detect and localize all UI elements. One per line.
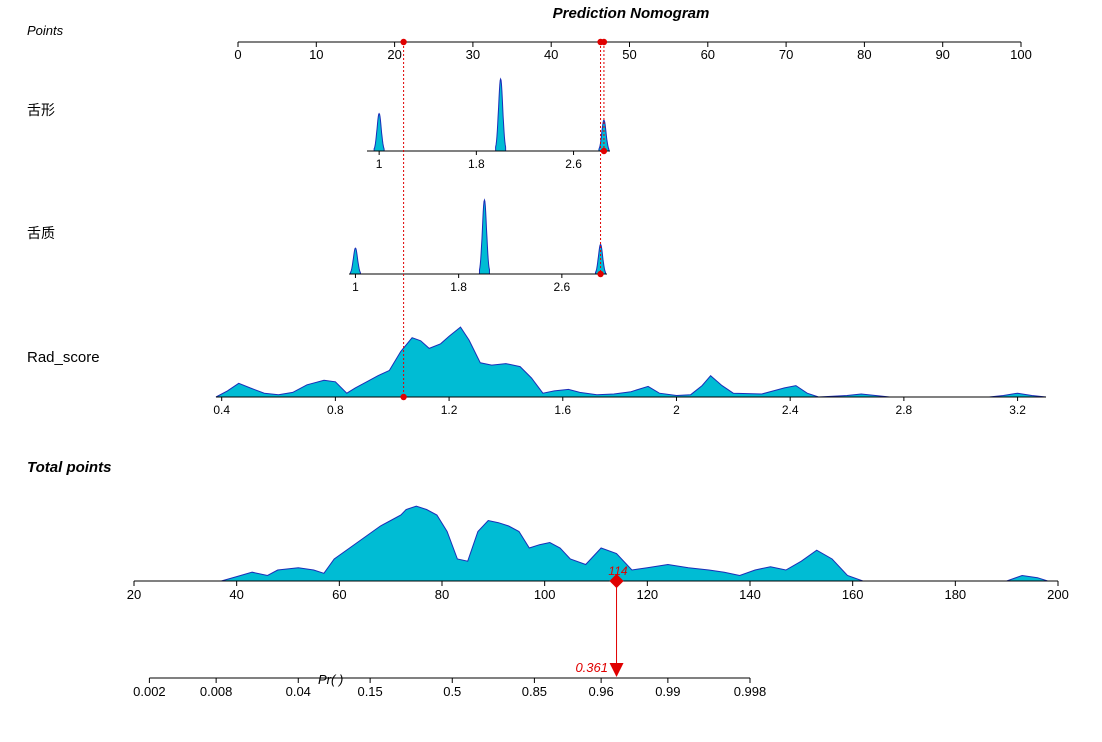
probability-tick-label: 0.99 bbox=[655, 684, 680, 699]
points-tick-label: 50 bbox=[622, 47, 636, 62]
points-axis-ticks: 0 10 20 30 40 50 60 70 80 90 100 bbox=[234, 42, 1032, 62]
variable-tick-label: 1 bbox=[352, 280, 359, 294]
points-tick-label: 80 bbox=[857, 47, 871, 62]
probability-tick-label: 0.5 bbox=[443, 684, 461, 699]
points-tick-label: 100 bbox=[1010, 47, 1032, 62]
probability-selected-label: 0.361 bbox=[575, 660, 608, 675]
variable-tick-label: 2.8 bbox=[896, 403, 913, 417]
points-axis-selected-marker bbox=[597, 38, 604, 46]
var-row-tongue-quality: 1 1.8 2.6 bbox=[349, 198, 607, 294]
probability-tick-label: 0.96 bbox=[588, 684, 613, 699]
probability-tick-label: 0.04 bbox=[286, 684, 311, 699]
points-axis-selected-marker bbox=[400, 38, 407, 46]
points-tick-label: 70 bbox=[779, 47, 793, 62]
variable-tick-label: 0.4 bbox=[213, 403, 230, 417]
variable-tick-label: 0.8 bbox=[327, 403, 344, 417]
points-tick-label: 90 bbox=[935, 47, 949, 62]
points-tick-label: 30 bbox=[466, 47, 480, 62]
points-tick-label: 40 bbox=[544, 47, 558, 62]
variable-tick-label: 2.6 bbox=[554, 280, 571, 294]
points-tick-label: 10 bbox=[309, 47, 323, 62]
variable-tick-label: 1.2 bbox=[441, 403, 458, 417]
points-axis-label: Points bbox=[27, 23, 64, 38]
probability-tick-label: 0.85 bbox=[522, 684, 547, 699]
total-points-tick-label: 140 bbox=[739, 587, 761, 602]
density-peak bbox=[478, 198, 491, 275]
probability-tick-label: 0.998 bbox=[734, 684, 767, 699]
total-points-tick-label: 160 bbox=[842, 587, 864, 602]
total-points-tick-label: 40 bbox=[229, 587, 243, 602]
probability-row: 0.002 0.008 0.04 0.15 0.5 0.85 0.96 0.99 0.998 bbox=[133, 663, 766, 699]
variable-tick-label: 3.2 bbox=[1009, 403, 1026, 417]
points-tick-label: 20 bbox=[387, 47, 401, 62]
density-peak bbox=[495, 77, 507, 152]
var-label-rad-score: Rad_score bbox=[27, 349, 100, 366]
total-points-tick-label: 60 bbox=[332, 587, 346, 602]
probability-label: Pr( ) bbox=[318, 672, 343, 687]
probability-tick-label: 0.008 bbox=[200, 684, 233, 699]
variable-tick-label: 1 bbox=[376, 157, 383, 171]
points-tick-label: 60 bbox=[701, 47, 715, 62]
total-points-density bbox=[221, 505, 1048, 582]
total-points-tick-label: 80 bbox=[435, 587, 449, 602]
chart-title: Prediction Nomogram bbox=[553, 5, 710, 22]
probability-tick-label: 0.15 bbox=[357, 684, 382, 699]
density-area bbox=[215, 326, 1047, 398]
selection-connectors bbox=[400, 38, 618, 666]
total-points-tick-label: 200 bbox=[1047, 587, 1069, 602]
var-row-tongue-shape: 1 1.8 2.6 bbox=[367, 77, 610, 171]
total-points-tick-label: 100 bbox=[534, 587, 556, 602]
points-tick-label: 0 bbox=[234, 47, 241, 62]
variable-selected-marker bbox=[400, 393, 407, 401]
variable-tick-label: 2 bbox=[673, 403, 680, 417]
total-points-tick-label: 120 bbox=[636, 587, 658, 602]
total-points-tick-label: 20 bbox=[127, 587, 141, 602]
total-points-row: 20 40 60 80 100 120 140 160 180 200 bbox=[127, 505, 1069, 602]
total-points-selected-label: 114 bbox=[608, 564, 627, 578]
variable-tick-label: 2.4 bbox=[782, 403, 799, 417]
total-points-tick-label: 180 bbox=[944, 587, 966, 602]
total-points-label: Total points bbox=[27, 459, 111, 476]
var-label-tongue-quality: 舌质 bbox=[27, 225, 55, 241]
density-peak bbox=[373, 112, 385, 152]
variable-selected-marker bbox=[597, 270, 604, 278]
density-peak bbox=[349, 247, 361, 275]
var-row-rad-score: 0.4 0.8 1.2 1.6 2 2.4 2.8 3.2 bbox=[213, 326, 1047, 417]
variable-tick-label: 1.8 bbox=[468, 157, 485, 171]
variable-tick-label: 1.6 bbox=[554, 403, 571, 417]
variable-tick-label: 2.6 bbox=[565, 157, 582, 171]
variable-tick-label: 1.8 bbox=[450, 280, 467, 294]
var-label-tongue-shape: 舌形 bbox=[27, 102, 55, 118]
probability-selected-marker bbox=[609, 663, 624, 677]
probability-tick-label: 0.002 bbox=[133, 684, 166, 699]
